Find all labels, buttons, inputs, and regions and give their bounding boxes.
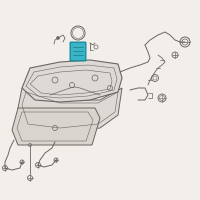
Polygon shape bbox=[22, 60, 122, 102]
FancyBboxPatch shape bbox=[70, 42, 86, 61]
Polygon shape bbox=[18, 88, 122, 132]
Polygon shape bbox=[12, 108, 100, 145]
Circle shape bbox=[57, 36, 60, 40]
